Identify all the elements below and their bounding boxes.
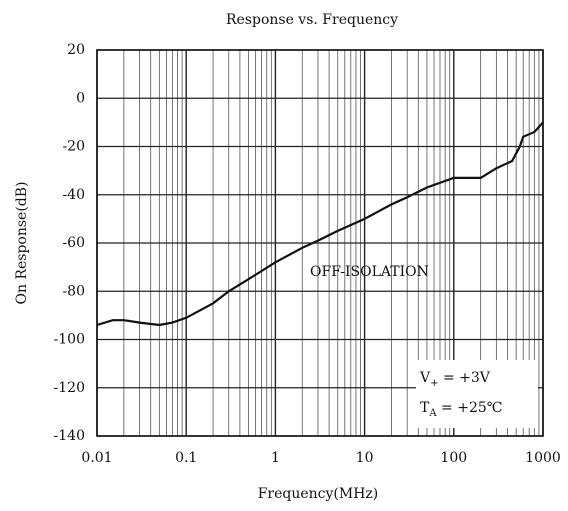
annotation-box: [416, 360, 538, 428]
y-tick-label: -100: [54, 332, 85, 348]
x-tick-label: 0.01: [81, 450, 112, 466]
annotation-sub: A: [428, 408, 437, 419]
x-tick-label: 0.1: [175, 450, 197, 466]
y-tick-label: -80: [62, 283, 85, 299]
series-label: OFF-ISOLATION: [310, 264, 429, 280]
chart-title: Response vs. Frequency: [226, 12, 398, 28]
y-tick-label: -140: [54, 428, 85, 444]
data-line: [96, 121, 544, 327]
annotation-rest: = +25℃: [437, 400, 503, 416]
y-tick-label: 0: [76, 90, 85, 106]
annotation-rest: = +3V: [439, 370, 491, 386]
x-tick-label: 1000: [525, 450, 561, 466]
y-tick-label: 20: [67, 42, 85, 58]
y-tick-label: -40: [62, 187, 85, 203]
plot-frame: [96, 49, 544, 437]
y-axis-label: On Response(dB): [14, 181, 30, 304]
x-tick-label: 10: [356, 450, 374, 466]
y-tick-label: -60: [62, 235, 85, 251]
y-tick-label: -120: [54, 380, 85, 396]
x-tick-label: 1: [271, 450, 280, 466]
annotation: TA = +25℃: [420, 400, 502, 419]
x-tick-label: 100: [440, 450, 467, 466]
annotation-sub: +: [430, 378, 438, 389]
annotation-main: V: [419, 370, 431, 386]
annotation-main: T: [420, 400, 430, 416]
y-tick-label: -20: [62, 139, 85, 155]
annotation: V+ = +3V: [419, 370, 491, 389]
x-axis-label: Frequency(MHz): [258, 486, 379, 502]
